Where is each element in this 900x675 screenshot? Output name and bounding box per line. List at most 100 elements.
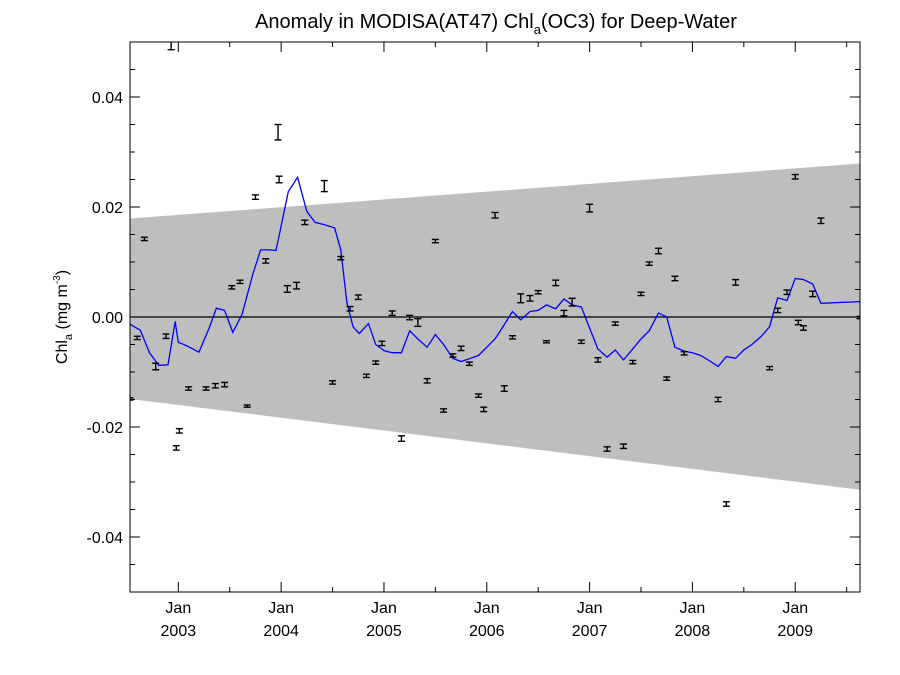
data-point-errorbar	[167, 42, 175, 51]
data-point-errorbar	[577, 339, 585, 345]
data-point-errorbar	[397, 435, 405, 442]
ylabel-main: Chl	[54, 340, 71, 364]
data-point-errorbar	[637, 291, 645, 297]
data-point-errorbar	[526, 294, 534, 302]
x-tick-month-label: Jan	[577, 600, 603, 617]
data-point-errorbar	[133, 335, 141, 341]
data-point-errorbar	[791, 173, 799, 180]
data-point-errorbar	[680, 350, 688, 356]
data-point-errorbar	[378, 340, 386, 347]
data-point-errorbar	[542, 339, 550, 344]
data-point-errorbar	[283, 284, 291, 293]
data-point-errorbar	[560, 309, 568, 317]
data-point-errorbar	[766, 365, 774, 371]
data-point-errorbar	[714, 396, 722, 403]
data-point-errorbar	[774, 307, 782, 314]
data-point-errorbar	[817, 217, 825, 225]
data-point-errorbar	[645, 261, 653, 266]
title-rest: (OC3) for Deep-Water	[541, 11, 737, 33]
y-tick-label: -0.02	[87, 420, 124, 437]
title-subscript: a	[534, 22, 542, 37]
data-point-errorbar	[423, 377, 431, 384]
x-tick-month-label: Jan	[680, 600, 706, 617]
data-point-errorbar	[440, 408, 448, 413]
data-point-errorbar	[354, 294, 362, 301]
data-point-errorbar	[172, 445, 180, 451]
y-tick-label: 0.02	[92, 200, 123, 217]
data-point-errorbar	[783, 289, 791, 296]
data-point-errorbar	[243, 404, 251, 408]
x-tick-year-label: 2009	[777, 623, 813, 640]
data-point-errorbar	[185, 386, 193, 391]
data-point-errorbar	[388, 310, 396, 317]
data-point-errorbar	[568, 297, 576, 307]
data-point-errorbar	[552, 279, 560, 287]
data-point-errorbar	[480, 406, 488, 413]
data-point-errorbar	[228, 284, 236, 290]
x-tick-month-label: Jan	[268, 600, 294, 617]
data-point-errorbar	[414, 317, 422, 328]
data-point-errorbar	[654, 247, 662, 255]
data-point-errorbar	[236, 279, 244, 285]
data-point-errorbar	[732, 278, 740, 286]
data-point-errorbar	[856, 315, 860, 320]
data-point-errorbar	[457, 345, 465, 352]
data-point-errorbar	[594, 357, 602, 363]
data-point-errorbar	[274, 123, 282, 141]
data-point-errorbar	[301, 219, 309, 226]
title-main: Anomaly in MODISA(AT47) Chl	[255, 11, 534, 33]
data-point-errorbar	[586, 203, 594, 213]
data-point-errorbar	[491, 211, 499, 219]
data-point-errorbar	[517, 293, 525, 304]
data-point-errorbar	[534, 289, 542, 295]
ylabel-close: )	[54, 270, 71, 275]
plot-area	[130, 42, 860, 507]
axes: 0.04 0.02 0.00 -0.02 -0.04 Jan 2003 Jan 2004 Jan 2…	[87, 41, 861, 640]
data-point-errorbar	[262, 258, 270, 264]
data-point-errorbar	[337, 255, 345, 261]
data-point-errorbar	[140, 236, 148, 242]
data-point-errorbar	[372, 360, 380, 365]
data-point-errorbar	[275, 175, 283, 184]
data-point-errorbar	[329, 380, 337, 385]
data-point-errorbar	[293, 281, 301, 290]
data-point-errorbar	[251, 194, 259, 201]
x-tick-year-label: 2008	[675, 623, 711, 640]
x-tick-month-label: Jan	[371, 600, 397, 617]
data-point-errorbar	[722, 501, 730, 507]
data-point-errorbar	[611, 321, 619, 326]
data-point-errorbar	[663, 376, 671, 381]
data-point-errorbar	[130, 397, 134, 401]
y-tick-label: -0.04	[87, 530, 124, 547]
data-point-errorbar	[449, 353, 457, 358]
y-axis-label: Chla (mg m-3)	[52, 270, 75, 364]
x-tick-year-label: 2003	[161, 623, 197, 640]
data-point-errorbar	[202, 386, 210, 391]
data-point-errorbar	[794, 319, 802, 326]
data-point-errorbar	[406, 314, 414, 321]
x-tick-month-label: Jan	[474, 600, 500, 617]
ylabel-exponent: -3	[52, 275, 63, 284]
y-tick-label: 0.04	[92, 90, 123, 107]
data-point-errorbar	[162, 333, 170, 340]
data-point-errorbar	[152, 362, 160, 371]
data-point-errorbar	[431, 238, 439, 244]
x-tick-year-label: 2004	[263, 623, 299, 640]
data-point-errorbar	[508, 335, 516, 340]
data-point-errorbar	[629, 359, 637, 365]
ylabel-subscript: a	[63, 333, 75, 340]
data-point-errorbar	[603, 446, 611, 452]
x-tick-year-label: 2007	[572, 623, 608, 640]
data-point-errorbar	[475, 393, 483, 398]
data-point-errorbar	[799, 325, 807, 331]
data-point-errorbar	[620, 443, 628, 450]
data-point-errorbar	[320, 179, 328, 193]
data-point-errorbar	[362, 373, 370, 379]
data-point-errorbar	[211, 382, 219, 389]
data-point-errorbar	[221, 381, 229, 388]
ylabel-units: (mg m	[54, 284, 71, 334]
x-tick-month-label: Jan	[165, 600, 191, 617]
data-point-errorbar	[671, 275, 679, 282]
data-point-errorbar	[500, 385, 508, 392]
